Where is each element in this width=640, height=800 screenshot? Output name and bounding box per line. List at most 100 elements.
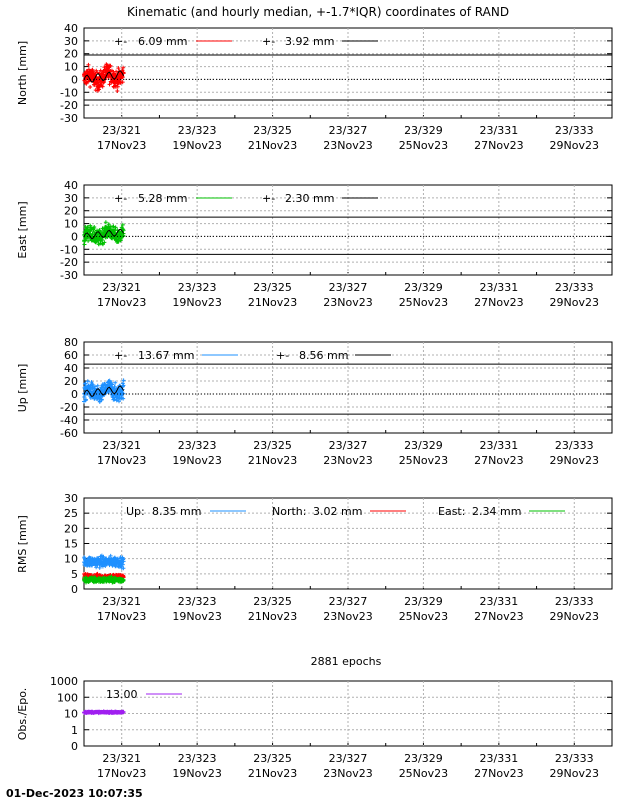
north-ytick-label: 10 — [64, 61, 78, 74]
east-data-point — [100, 237, 105, 242]
obs-data-point — [121, 710, 126, 715]
up-xtick-doy: 23/333 — [555, 439, 594, 452]
north-data-point — [107, 82, 112, 87]
up-ytick-label: 0 — [71, 388, 78, 401]
up-legend-marker-2: +- — [276, 349, 289, 362]
rms-xtick-doy: 23/329 — [404, 595, 443, 608]
up-ytick-label: 60 — [64, 349, 78, 362]
north-data-point — [120, 80, 125, 85]
east-ytick-label: -20 — [60, 256, 78, 269]
north-xtick-doy: 23/321 — [102, 124, 141, 137]
east-xtick-doy: 23/331 — [480, 281, 519, 294]
east-xtick-doy: 23/333 — [555, 281, 594, 294]
obs-xtick-doy: 23/321 — [102, 752, 141, 765]
up-xtick-doy: 23/321 — [102, 439, 141, 452]
obs-xtick-doy: 23/325 — [253, 752, 292, 765]
east-ytick-label: 30 — [64, 192, 78, 205]
east-data-point — [121, 228, 126, 233]
up-legend: +- 13.67 mm +- 8.56 mm — [114, 349, 391, 362]
rms-up-point — [120, 562, 125, 567]
east-xtick-date: 21Nov23 — [248, 296, 297, 309]
up-xtick-date: 29Nov23 — [550, 454, 599, 467]
obs-data — [82, 709, 126, 716]
up-data-point — [121, 378, 126, 383]
north-data — [82, 62, 126, 94]
east-data-point — [106, 222, 111, 227]
east-ytick-label: -30 — [60, 269, 78, 282]
north-data-point — [112, 71, 117, 76]
obs-xtick-date: 21Nov23 — [248, 767, 297, 780]
north-xtick-doy: 23/327 — [329, 124, 368, 137]
rms-xtick-date: 17Nov23 — [97, 610, 146, 623]
obs-ytick-label: 10 — [64, 708, 78, 721]
east-data-point — [103, 220, 108, 225]
up-data-point — [113, 380, 118, 385]
obs-grid — [83, 680, 613, 747]
north-data-point — [108, 63, 113, 68]
up-xtick-doy: 23/325 — [253, 439, 292, 452]
north-data-point — [118, 80, 123, 85]
east-data-point — [113, 225, 118, 230]
rms-up-point — [121, 566, 126, 571]
north-data-point — [100, 84, 105, 89]
rms-ytick-label: 30 — [64, 492, 78, 505]
up-ytick-label: 20 — [64, 375, 78, 388]
up-data — [82, 378, 126, 404]
rms-xtick-date: 23Nov23 — [323, 610, 372, 623]
chart-title: Kinematic (and hourly median, +-1.7*IQR)… — [127, 5, 509, 19]
north-data-point — [95, 70, 100, 75]
north-ytick-label: -30 — [60, 112, 78, 125]
obs-ytick-label: 1 — [71, 724, 78, 737]
east-xtick-date: 19Nov23 — [172, 296, 221, 309]
east-data-point — [85, 225, 90, 230]
rms-legend-east-value: 2.34 mm — [472, 505, 521, 518]
rms-legend: Up: 8.35 mm North: 3.02 mm East: 2.34 mm — [126, 505, 565, 518]
rms-xtick-doy: 23/333 — [555, 595, 594, 608]
north-data-point — [102, 65, 107, 70]
rms-ytick-label: 25 — [64, 507, 78, 520]
east-xtick-doy: 23/323 — [178, 281, 217, 294]
obs-xtick-date: 29Nov23 — [550, 767, 599, 780]
north-legend: +- 6.09 mm +- 3.92 mm — [114, 35, 378, 48]
rms-legend-north-name: North: — [272, 505, 306, 518]
east-xtick-date: 25Nov23 — [399, 296, 448, 309]
up-xtick-date: 27Nov23 — [474, 454, 523, 467]
north-xtick-date: 21Nov23 — [248, 139, 297, 152]
east-legend-value-2: 2.30 mm — [285, 192, 334, 205]
east-legend-marker-1: +- — [114, 192, 127, 205]
rms-up-point — [94, 565, 99, 570]
east-bounds — [84, 216, 612, 255]
east-data-point — [111, 224, 116, 229]
east-data-point — [82, 242, 87, 247]
up-xtick-date: 25Nov23 — [399, 454, 448, 467]
north-legend-marker-1: +- — [114, 35, 127, 48]
rms-ytick-label: 15 — [64, 538, 78, 551]
east-ytick-label: 20 — [64, 205, 78, 218]
east-legend-value-1: 5.28 mm — [138, 192, 187, 205]
up-data-point — [117, 399, 122, 404]
obs-xtick-doy: 23/331 — [480, 752, 519, 765]
north-data-point — [121, 65, 126, 70]
north-median-line — [83, 70, 125, 83]
east-xtick-doy: 23/329 — [404, 281, 443, 294]
rms-ytick-label: 10 — [64, 553, 78, 566]
rms-xtick-doy: 23/323 — [178, 595, 217, 608]
rms-xtick-doy: 23/325 — [253, 595, 292, 608]
up-ylabel: Up [mm] — [16, 364, 29, 413]
up-xtick-doy: 23/331 — [480, 439, 519, 452]
east-ytick-label: 10 — [64, 218, 78, 231]
east-xtick-doy: 23/327 — [329, 281, 368, 294]
up-data-point — [93, 384, 98, 389]
north-data-point — [115, 89, 120, 94]
rms-xtick-date: 21Nov23 — [248, 610, 297, 623]
north-ytick-label: 20 — [64, 48, 78, 61]
east-grid — [83, 184, 613, 276]
north-ytick-label: 40 — [64, 22, 78, 35]
up-legend-value-1: 13.67 mm — [138, 349, 194, 362]
obs-xtick-doy: 23/327 — [329, 752, 368, 765]
